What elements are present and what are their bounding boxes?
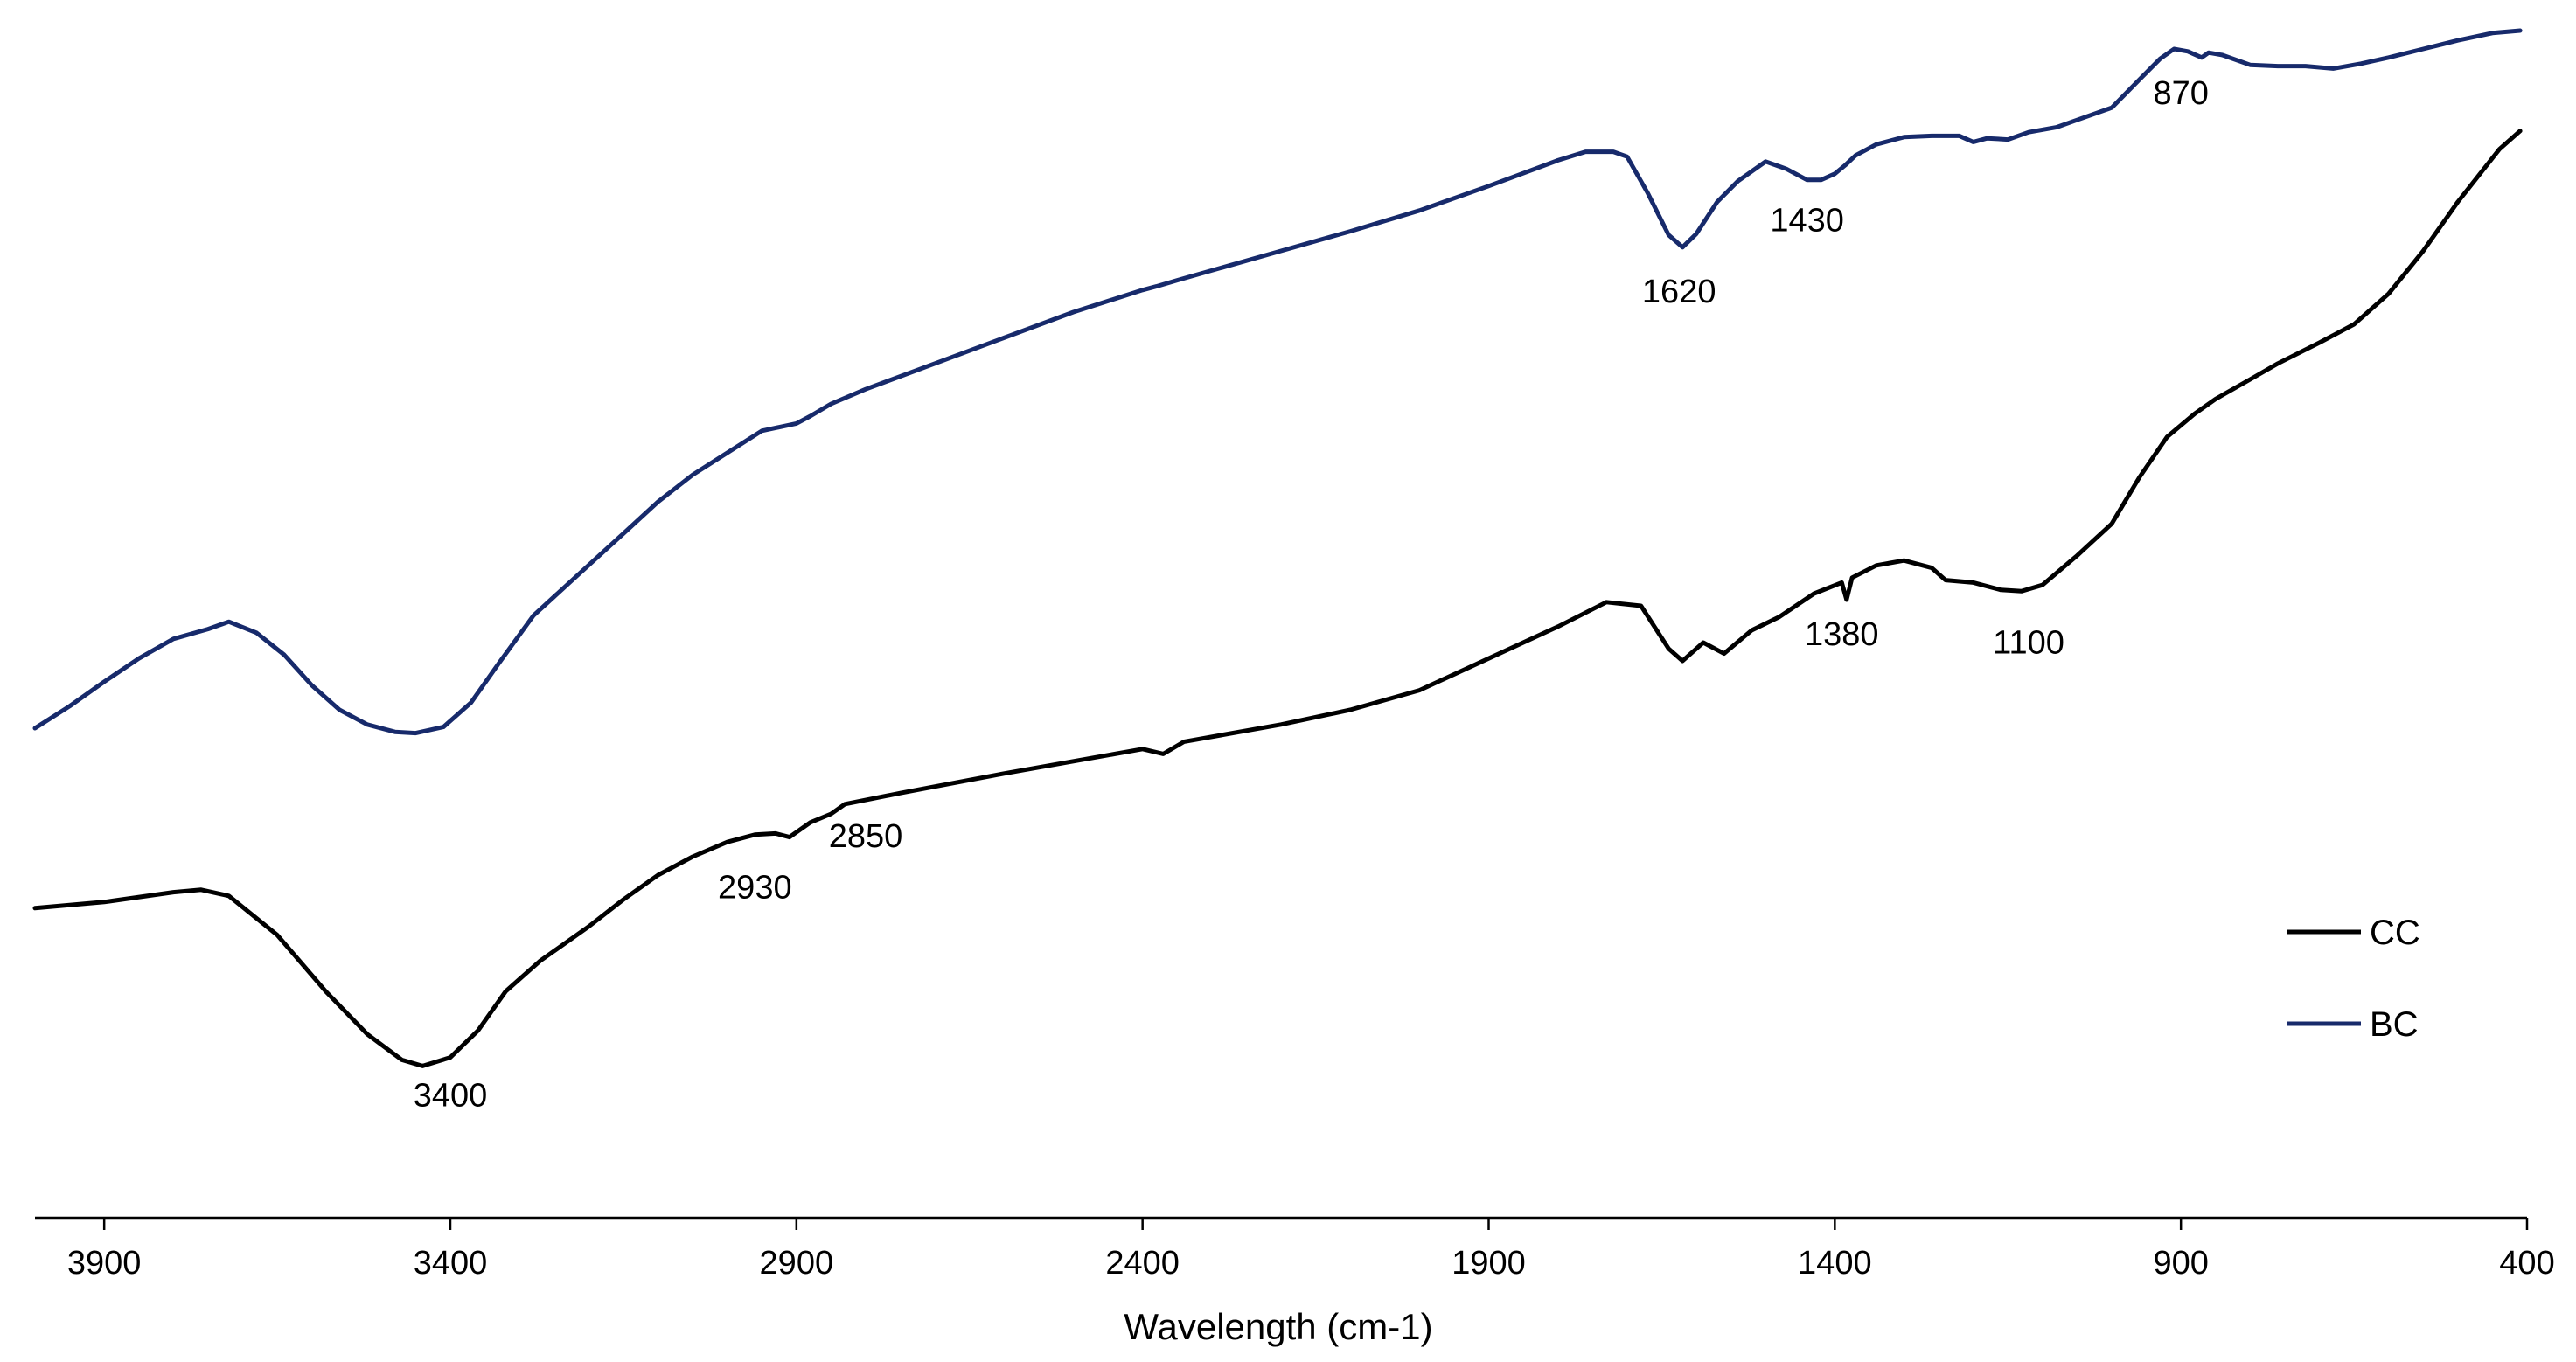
x-tick-label: 1900 xyxy=(1452,1245,1526,1282)
x-tick-label: 400 xyxy=(2499,1245,2554,1282)
x-axis-title: Wavelength (cm-1) xyxy=(1124,1306,1432,1347)
peak-label-1100: 1100 xyxy=(1993,625,2064,662)
legend-label-bc: BC xyxy=(2370,1005,2419,1044)
peak-label-2850: 2850 xyxy=(829,818,903,855)
plot-area xyxy=(32,28,2523,1068)
x-tick-label: 900 xyxy=(2153,1245,2208,1282)
series-line-bc xyxy=(32,28,2523,736)
x-tick-label: 3400 xyxy=(414,1245,488,1282)
legend: CC BC xyxy=(2287,914,2420,1044)
peak-label-1620: 1620 xyxy=(1642,274,1716,310)
x-tick-label: 2400 xyxy=(1105,1245,1180,1282)
x-tick-label: 3900 xyxy=(67,1245,142,1282)
peak-label-1380: 1380 xyxy=(1805,616,1879,653)
series-line-cc xyxy=(32,129,2523,1068)
peak-label-870: 870 xyxy=(2153,75,2208,112)
x-ticks: 3900 3400 2900 2400 1900 1400 900 400 xyxy=(67,1218,2555,1282)
peak-label-1430: 1430 xyxy=(1770,203,1844,240)
x-tick-label: 1400 xyxy=(1798,1245,1872,1282)
peak-annotations: 3400 2930 2850 1380 1100 1620 1430 870 xyxy=(414,75,2209,1115)
x-tick-label: 2900 xyxy=(760,1245,834,1282)
legend-label-cc: CC xyxy=(2370,914,2420,952)
peak-label-3400: 3400 xyxy=(414,1078,488,1115)
peak-label-2930: 2930 xyxy=(718,870,792,907)
